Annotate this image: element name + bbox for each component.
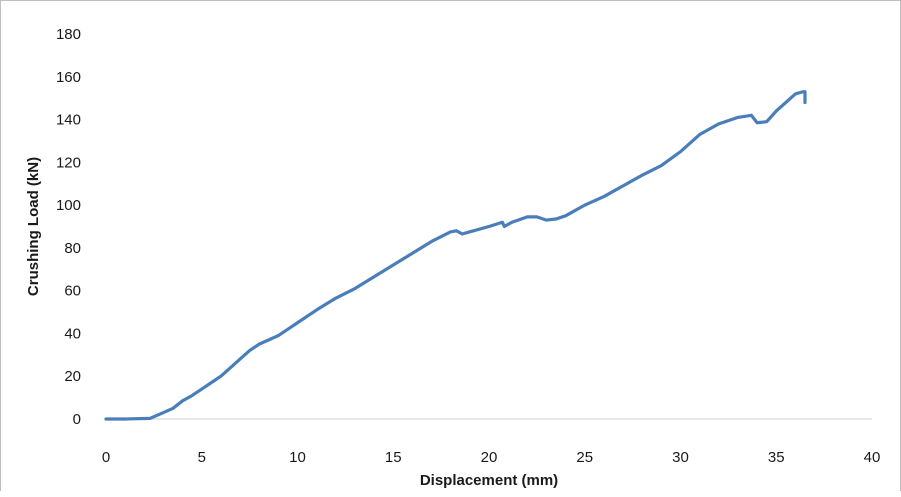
y-tick-label: 60 xyxy=(64,283,81,300)
y-tick-label: 140 xyxy=(56,112,81,129)
x-tick-label: 0 xyxy=(102,449,110,466)
x-tick-label: 15 xyxy=(385,449,402,466)
y-tick-label: 40 xyxy=(64,325,81,342)
x-tick-label: 25 xyxy=(576,449,593,466)
y-axis-title: Crushing Load (kN) xyxy=(25,157,42,296)
x-tick-label: 35 xyxy=(768,449,785,466)
y-tick-label: 100 xyxy=(56,197,81,214)
x-axis-tick-labels: 0 5 10 15 20 25 30 35 40 xyxy=(102,449,881,466)
series-line xyxy=(104,90,807,421)
y-tick-label: 120 xyxy=(56,154,81,171)
y-axis-tick-labels: 0 20 40 60 80 100 120 140 160 180 xyxy=(56,26,81,428)
y-tick-label: 20 xyxy=(64,368,81,385)
y-tick-label: 160 xyxy=(56,69,81,86)
x-tick-label: 40 xyxy=(864,449,881,466)
y-tick-label: 180 xyxy=(56,26,81,43)
y-tick-label: 80 xyxy=(64,240,81,257)
x-axis-title: Displacement (mm) xyxy=(420,472,558,489)
x-tick-label: 30 xyxy=(672,449,689,466)
x-tick-label: 10 xyxy=(289,449,306,466)
y-tick-label: 0 xyxy=(73,411,81,428)
x-tick-label: 5 xyxy=(198,449,206,466)
x-tick-label: 20 xyxy=(481,449,498,466)
